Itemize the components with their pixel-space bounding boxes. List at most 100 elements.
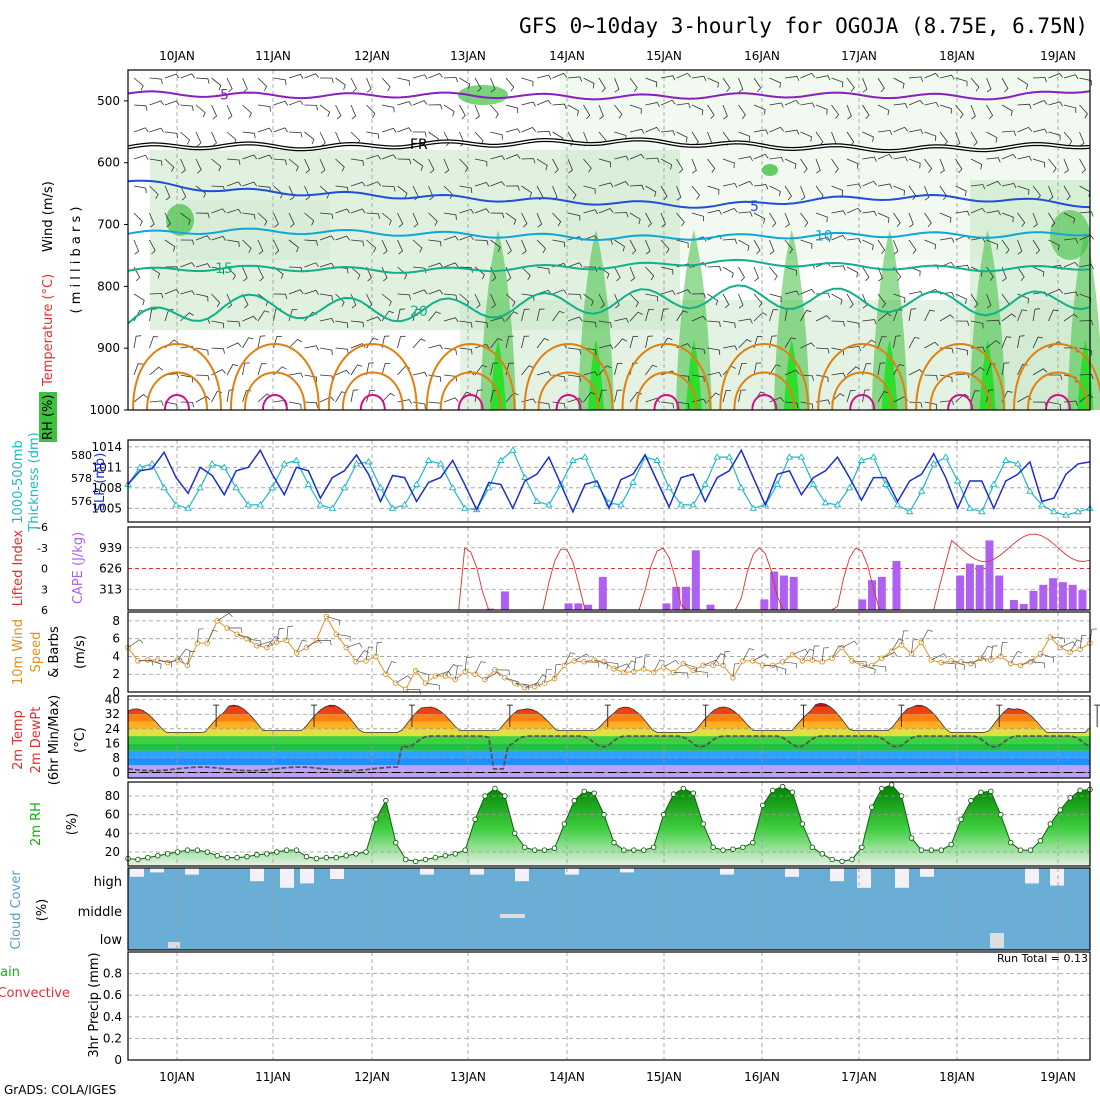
panel-frame xyxy=(127,439,1091,523)
wind-barb xyxy=(738,104,746,119)
wind-barb xyxy=(691,185,701,200)
wind10-barb xyxy=(970,657,987,664)
wind-barb xyxy=(366,239,377,253)
rh-marker xyxy=(988,788,994,795)
wind-barb xyxy=(149,308,157,322)
wind-barb xyxy=(862,293,868,309)
temperature-loop xyxy=(425,343,516,411)
wind-barb xyxy=(970,366,985,376)
wind-barb xyxy=(1048,374,1063,380)
temp-band xyxy=(128,750,1090,758)
wind-barb xyxy=(350,181,366,187)
rh-marker xyxy=(145,854,151,861)
wind-barb xyxy=(753,312,768,322)
wind-barb xyxy=(1079,320,1094,326)
cape-bar xyxy=(858,599,867,610)
precip-panel: 0 0.2 0.4 0.6 0.8 Total / Rain Convective 3hr P… xyxy=(0,951,1091,1067)
contour-label: 10 xyxy=(815,229,833,245)
panel-frame xyxy=(127,69,1091,411)
wind-barb xyxy=(211,208,227,214)
wind-barb xyxy=(443,235,459,241)
wind-barb xyxy=(676,401,690,409)
wind-barb xyxy=(645,212,652,228)
bottom-date-axis: 10JAN 11JAN 12JAN 13JAN 14JAN 15JAN 16JAN 17JAN… xyxy=(159,1070,1076,1084)
wind-barb xyxy=(397,266,408,280)
rh-convective-column xyxy=(969,230,1006,410)
wind-barb xyxy=(257,104,271,112)
wind-barb xyxy=(660,266,674,275)
wind10-barb xyxy=(197,628,204,644)
wind-barb xyxy=(459,266,473,273)
wind-barb xyxy=(660,401,674,409)
bottom-date-label: 12JAN xyxy=(354,1070,390,1084)
wind-barb xyxy=(505,335,514,349)
wind-barb xyxy=(877,183,893,189)
wind-barb xyxy=(242,315,258,322)
cape-bar xyxy=(985,540,994,610)
wind-barb xyxy=(335,235,350,241)
cloud-gap xyxy=(168,942,180,948)
wind-barb xyxy=(397,77,410,86)
rh-patch xyxy=(458,85,508,105)
rh-marker xyxy=(363,849,369,855)
wind-barb xyxy=(831,393,845,403)
wind-barb xyxy=(459,185,473,194)
wind-barb xyxy=(397,212,404,228)
wind-barb xyxy=(924,101,939,107)
wind-barb xyxy=(242,362,250,376)
rh-marker xyxy=(482,793,488,799)
wind-barb xyxy=(567,76,583,82)
wind-barb xyxy=(629,184,644,191)
wind-barb xyxy=(1063,347,1078,353)
wind-barb xyxy=(474,343,490,349)
wind10-barb xyxy=(306,639,322,648)
wind-barb xyxy=(598,208,614,214)
thickness-marker xyxy=(1014,460,1022,467)
wind-barb xyxy=(366,390,375,403)
bottom-date-label: 11JAN xyxy=(255,1070,291,1084)
temp-band xyxy=(128,706,1090,715)
wind10-barb xyxy=(286,625,294,641)
wind-barb xyxy=(350,389,359,403)
temperature-loop xyxy=(929,371,992,411)
wind-barb xyxy=(459,235,474,241)
wind-barb xyxy=(149,239,156,255)
thickness-marker xyxy=(376,483,385,491)
temp-tick-label: 0 xyxy=(112,766,120,780)
wind-barb xyxy=(226,158,241,165)
wind10-barb xyxy=(802,648,815,662)
wind-barb xyxy=(831,77,844,88)
wind-barb xyxy=(1063,131,1073,146)
wind-barb xyxy=(1079,373,1094,380)
thickness-marker xyxy=(196,483,204,491)
wind-barb xyxy=(753,293,763,308)
wind-barb xyxy=(738,131,751,142)
wind10-marker xyxy=(1017,662,1024,669)
top-date-label: 18JAN xyxy=(939,49,975,63)
temperature-loop xyxy=(733,371,796,411)
cloud-gap xyxy=(920,868,934,877)
cape-bar xyxy=(1068,584,1077,610)
wind-barb xyxy=(1032,308,1041,322)
wind10-barb xyxy=(841,640,858,648)
thickness-marker xyxy=(400,501,409,508)
wind-barb xyxy=(753,362,762,376)
wind10-marker xyxy=(383,671,389,677)
thickness-marker xyxy=(857,456,866,463)
wind-barb xyxy=(180,104,194,112)
temp-band xyxy=(128,757,1090,766)
wind-barb xyxy=(877,312,892,322)
wind-barb xyxy=(490,77,496,93)
pressure-tick-label: 700 xyxy=(97,218,120,232)
wind10-barb xyxy=(980,645,993,659)
temperature-loop xyxy=(341,371,404,411)
wind-barb xyxy=(304,374,318,383)
wind-barb xyxy=(397,293,411,300)
rh-marker xyxy=(502,793,508,799)
cape-bar xyxy=(500,591,509,610)
wind10-barb xyxy=(187,651,196,666)
wind-barb xyxy=(242,390,252,403)
wind-barb xyxy=(149,158,163,166)
wind-barb xyxy=(211,266,225,275)
wind-barb xyxy=(180,185,187,201)
